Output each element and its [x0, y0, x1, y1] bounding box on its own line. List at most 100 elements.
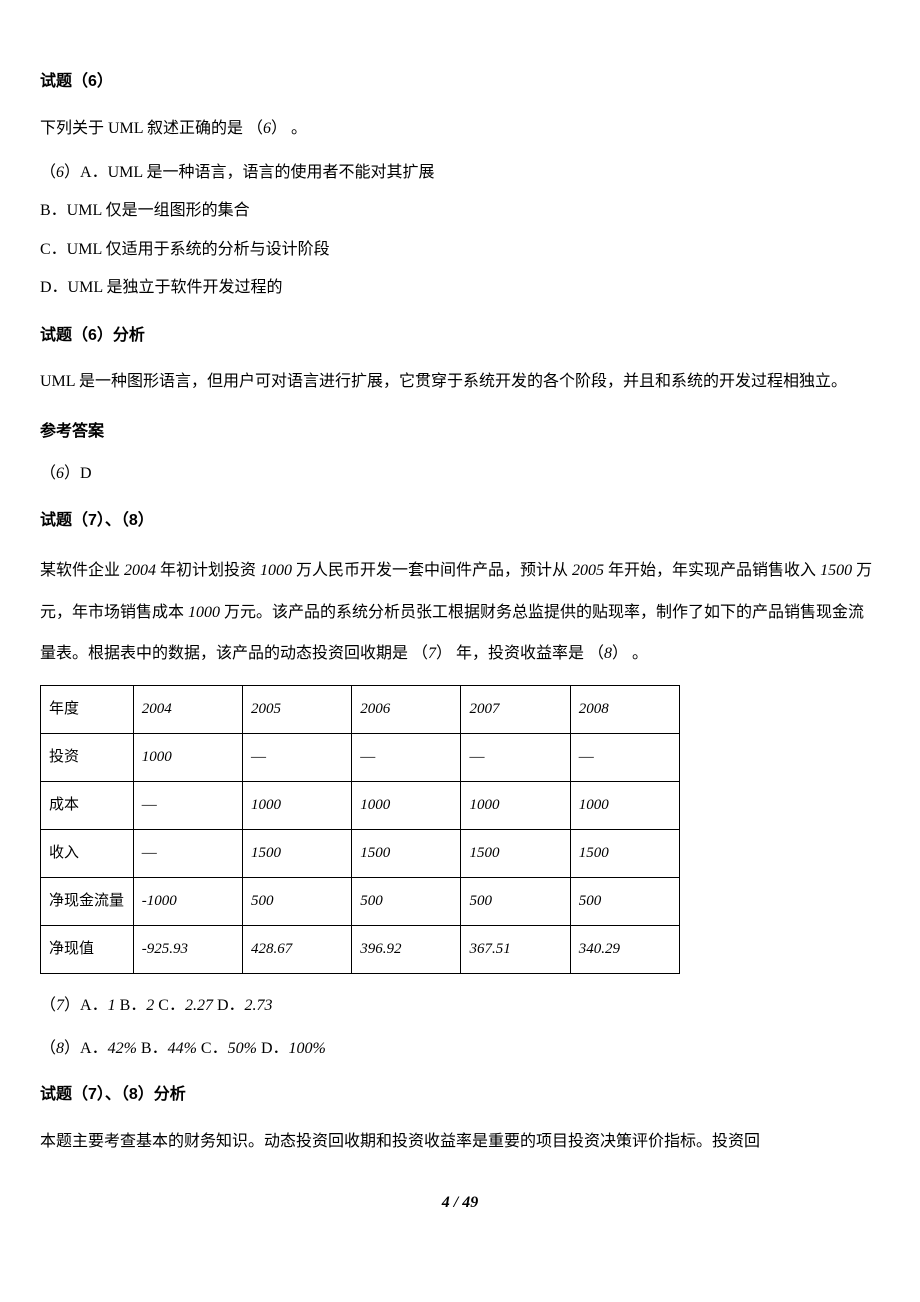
row0-label: 投资: [41, 733, 134, 781]
row4-c5: 340.29: [570, 925, 679, 973]
row4-c3: 396.92: [352, 925, 461, 973]
row3-c4: 500: [461, 877, 570, 925]
row3-c3: 500: [352, 877, 461, 925]
q6-title: 试题（6）: [40, 68, 880, 97]
row1-c1: —: [133, 781, 242, 829]
q7-options: （7）A．1 B．2 C．2.27 D．2.73: [40, 992, 880, 1021]
q6-opta-text: ）A．UML 是一种语言，语言的使用者不能对其扩展: [64, 164, 435, 181]
q7-c-label: C．: [154, 997, 185, 1014]
q78-stem: 某软件企业 2004 年初计划投资 1000 万人民币开发一套中间件产品，预计从…: [40, 550, 880, 675]
q78-val3: 1000: [188, 604, 220, 621]
q7-mid: ）A．: [64, 997, 108, 1014]
q6-option-c: C．UML 仅适用于系统的分析与设计阶段: [40, 235, 880, 265]
row0-c3: —: [352, 733, 461, 781]
row1-c5: 1000: [570, 781, 679, 829]
row2-c3-val: 1500: [360, 845, 390, 861]
row0-c4: —: [461, 733, 570, 781]
row4-c4-val: 367.51: [469, 941, 510, 957]
row0-c1: 1000: [133, 733, 242, 781]
q6-answer-prefix: （: [40, 465, 56, 482]
q6-analysis-text: UML 是一种图形语言，但用户可对语言进行扩展，它贯穿于系统开发的各个阶段，并且…: [40, 364, 880, 399]
row4-c1-val: -925.93: [142, 941, 188, 957]
row4-c4: 367.51: [461, 925, 570, 973]
row1-c3-val: 1000: [360, 797, 390, 813]
row1-c1-val: —: [142, 797, 157, 813]
page-total: 49: [462, 1194, 478, 1211]
q78-analysis-text: 本题主要考查基本的财务知识。动态投资回收期和投资收益率是重要的项目投资决策评价指…: [40, 1124, 880, 1159]
q6-option-a: （6）A．UML 是一种语言，语言的使用者不能对其扩展: [40, 158, 880, 188]
row1-c4-val: 1000: [469, 797, 499, 813]
q6-stem-num: 6: [263, 120, 271, 137]
row3-c1-val: -1000: [142, 893, 177, 909]
row3-c3-val: 500: [360, 893, 383, 909]
q6-stem-suffix: ） 。: [271, 120, 307, 137]
row2-c5-val: 1500: [579, 845, 609, 861]
cashflow-table: 年度 2004 2005 2006 2007 2008 投资 1000 — — …: [40, 685, 680, 974]
q6-option-d: D．UML 是独立于软件开发过程的: [40, 273, 880, 303]
q8-options: （8）A．42% B．44% C．50% D．100%: [40, 1035, 880, 1064]
table-header-5: 2008: [570, 685, 679, 733]
table-header-0: 年度: [41, 685, 134, 733]
row1-c2: 1000: [242, 781, 351, 829]
q7-c: 2.27: [185, 997, 213, 1014]
q6-stem-prefix: 下列关于 UML 叙述正确的是 （: [40, 120, 263, 137]
table-header-2: 2005: [242, 685, 351, 733]
q8-d: 100%: [289, 1040, 326, 1057]
row0-c1-val: 1000: [142, 749, 172, 765]
table-row-cost: 成本 — 1000 1000 1000 1000: [41, 781, 680, 829]
row2-c4-val: 1500: [469, 845, 499, 861]
table-row-income: 收入 — 1500 1500 1500 1500: [41, 829, 680, 877]
q78-p8: ） 。: [612, 645, 648, 662]
row3-label: 净现金流量: [41, 877, 134, 925]
row3-c5-val: 500: [579, 893, 602, 909]
table-row-netcash: 净现金流量 -1000 500 500 500 500: [41, 877, 680, 925]
row2-c5: 1500: [570, 829, 679, 877]
q6-option-b: B．UML 仅是一组图形的集合: [40, 196, 880, 226]
row4-c5-val: 340.29: [579, 941, 620, 957]
q78-analysis-title: 试题（7）、（8）分析: [40, 1081, 880, 1110]
table-header-4: 2007: [461, 685, 570, 733]
q78-val1: 1000: [260, 562, 292, 579]
q7-a: 1: [108, 997, 116, 1014]
row4-c2: 428.67: [242, 925, 351, 973]
q6-opta-prefix: （: [40, 164, 56, 181]
q8-c: 50%: [228, 1040, 257, 1057]
q8-a: 42%: [108, 1040, 137, 1057]
table-header-3: 2006: [352, 685, 461, 733]
table-header-1: 2004: [133, 685, 242, 733]
q78-p7: ） 年，投资收益率是 （: [436, 645, 604, 662]
q6-answer-text: ）D: [64, 465, 92, 482]
q8-mid: ）A．: [64, 1040, 108, 1057]
row2-c2-val: 1500: [251, 845, 281, 861]
row2-c2: 1500: [242, 829, 351, 877]
q78-p4: 年开始，年实现产品销售收入: [604, 562, 820, 579]
q78-p1: 某软件企业: [40, 562, 124, 579]
row2-c1-val: —: [142, 845, 157, 861]
table-header-row: 年度 2004 2005 2006 2007 2008: [41, 685, 680, 733]
row1-c5-val: 1000: [579, 797, 609, 813]
row2-c1: —: [133, 829, 242, 877]
q6-stem: 下列关于 UML 叙述正确的是 （6） 。: [40, 111, 880, 146]
q8-b-label: B．: [137, 1040, 168, 1057]
row2-c4: 1500: [461, 829, 570, 877]
row2-c3: 1500: [352, 829, 461, 877]
q8-num: 8: [56, 1040, 64, 1057]
row3-c2: 500: [242, 877, 351, 925]
q7-b-label: B．: [116, 997, 147, 1014]
q6-analysis-title: 试题（6）分析: [40, 322, 880, 351]
row4-c3-val: 396.92: [360, 941, 401, 957]
table-row-investment: 投资 1000 — — — —: [41, 733, 680, 781]
row3-c2-val: 500: [251, 893, 274, 909]
row0-c3-val: —: [360, 749, 375, 765]
q6-answer: （6）D: [40, 460, 880, 489]
row1-c3: 1000: [352, 781, 461, 829]
q7-prefix: （: [40, 997, 56, 1014]
row3-c4-val: 500: [469, 893, 492, 909]
q8-d-label: D．: [257, 1040, 289, 1057]
table-header-5-val: 2008: [579, 701, 609, 717]
row4-label: 净现值: [41, 925, 134, 973]
row4-c2-val: 428.67: [251, 941, 292, 957]
q78-val2: 1500: [820, 562, 852, 579]
q8-prefix: （: [40, 1040, 56, 1057]
row1-c2-val: 1000: [251, 797, 281, 813]
